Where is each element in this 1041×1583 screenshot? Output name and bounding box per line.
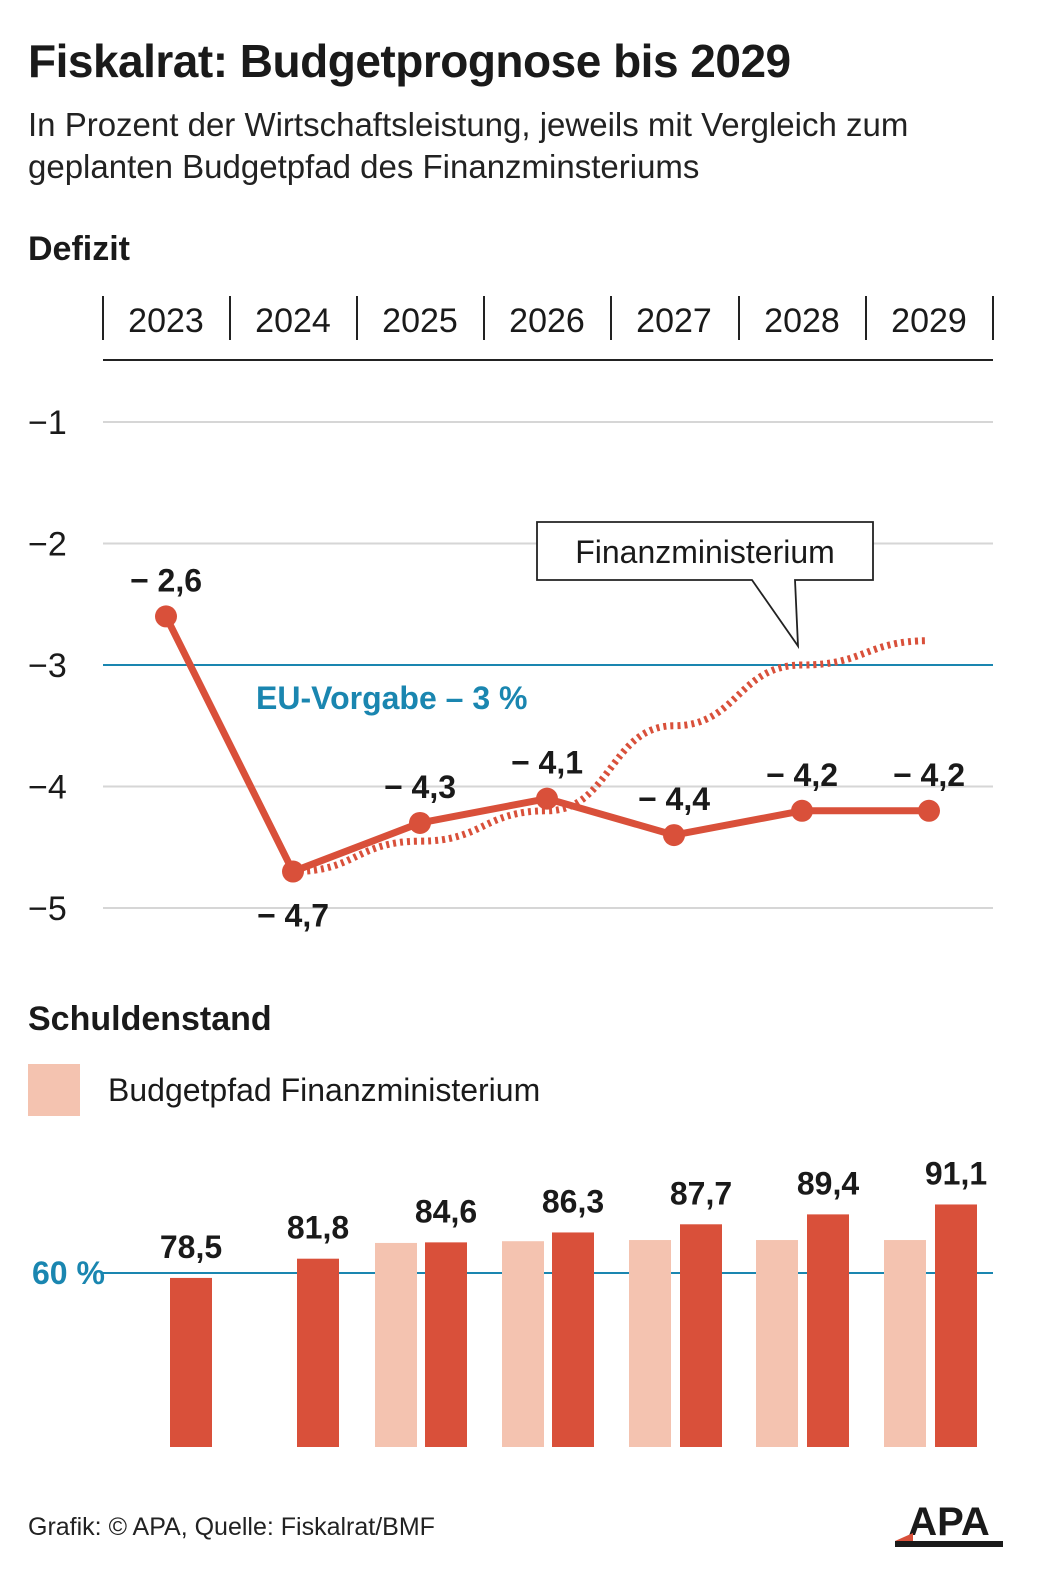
- deficit-point-2028: [791, 799, 813, 822]
- debt-section-title: Schuldenstand: [28, 1000, 272, 1038]
- deficit-value-2023: − 2,6: [130, 562, 202, 598]
- deficit-labels: − 2,6 − 4,7 − 4,3 − 4,1 − 4,4 − 4,2 − 4,2: [130, 562, 965, 933]
- debt-reference-label: 60 %: [32, 1255, 105, 1291]
- year-label-2026: 2026: [509, 302, 585, 340]
- year-label-2027: 2027: [636, 302, 712, 340]
- y-tick-label: −4: [28, 769, 67, 807]
- deficit-point-2026: [536, 787, 558, 810]
- year-label-2028: 2028: [764, 302, 840, 340]
- debt-value-2027: 87,7: [670, 1175, 732, 1211]
- budgetpfad-bar-2026: [502, 1241, 544, 1447]
- debt-bars: 78,5 81,8 84,6 86,3 87,7 89,4 91,1: [160, 1155, 987, 1447]
- source-footer: Grafik: © APA, Quelle: Fiskalrat/BMF: [28, 1513, 435, 1541]
- year-label-2029: 2029: [891, 302, 967, 340]
- chart-title: Fiskalrat: Budgetprognose bis 2029: [28, 35, 791, 87]
- callout-label: Finanzministerium: [575, 534, 835, 570]
- budgetpfad-bar-2027: [629, 1240, 671, 1447]
- callout-box: [536, 521, 874, 650]
- deficit-value-2029: − 4,2: [893, 757, 965, 793]
- apa-logo: APA: [895, 1500, 1003, 1547]
- y-tick-label: −1: [28, 404, 67, 442]
- year-header: 2023 2024 2025 2026 2027 2028 2029: [102, 296, 994, 361]
- debt-value-2025: 84,6: [415, 1193, 477, 1229]
- deficit-value-2025: − 4,3: [384, 769, 456, 805]
- deficit-lines: [155, 605, 940, 883]
- fiskalrat-bar-2029: [935, 1204, 977, 1447]
- debt-legend: Budgetpfad Finanzministerium: [28, 1064, 540, 1116]
- year-label-2024: 2024: [255, 302, 331, 340]
- budgetpfad-bar-2025: [375, 1242, 417, 1447]
- year-label-2023: 2023: [128, 302, 204, 340]
- fiskalrat-bar-2028: [807, 1214, 849, 1447]
- year-label-2025: 2025: [382, 302, 458, 340]
- debt-value-2026: 86,3: [542, 1183, 604, 1219]
- deficit-value-2028: − 4,2: [766, 757, 838, 793]
- deficit-value-2027: − 4,4: [638, 781, 710, 817]
- fiskalrat-bar-2025: [425, 1242, 467, 1447]
- fiskalrat-bar-2026: [552, 1232, 594, 1447]
- deficit-point-2027: [663, 824, 685, 847]
- apa-logo-text: APA: [908, 1500, 989, 1544]
- deficit-value-2026: − 4,1: [511, 745, 583, 781]
- budgetpfad-bar-2028: [756, 1240, 798, 1447]
- eu-reference: EU-Vorgabe – 3 %: [103, 664, 993, 716]
- deficit-point-2024: [282, 860, 304, 883]
- y-tick-label: −3: [28, 647, 67, 685]
- fiskalrat-bar-2027: [680, 1224, 722, 1447]
- deficit-value-2024: − 4,7: [257, 898, 329, 934]
- fiskalrat-bar-2024: [297, 1258, 339, 1447]
- legend-label: Budgetpfad Finanzministerium: [108, 1072, 540, 1108]
- chart-subtitle: In Prozent der Wirtschaftsleistung, jewe…: [28, 106, 909, 185]
- deficit-point-2023: [155, 605, 177, 628]
- y-tick-label: −5: [28, 890, 67, 928]
- debt-value-2029: 91,1: [925, 1155, 987, 1191]
- legend-swatch: [28, 1064, 80, 1116]
- fiskalrat-bar-2023: [170, 1277, 212, 1447]
- eu-reference-label: EU-Vorgabe – 3 %: [256, 680, 527, 716]
- y-tick-label: −2: [28, 526, 67, 564]
- deficit-point-2025: [409, 811, 431, 834]
- debt-value-2024: 81,8: [287, 1210, 349, 1246]
- finanzministerium-deficit-line: [292, 637, 930, 876]
- finanzministerium-callout: Finanzministerium: [536, 521, 874, 650]
- deficit-point-2029: [918, 799, 940, 822]
- debt-value-2028: 89,4: [797, 1165, 859, 1201]
- debt-value-2023: 78,5: [160, 1229, 222, 1265]
- deficit-section-title: Defizit: [28, 230, 130, 268]
- budgetpfad-bar-2029: [884, 1240, 926, 1447]
